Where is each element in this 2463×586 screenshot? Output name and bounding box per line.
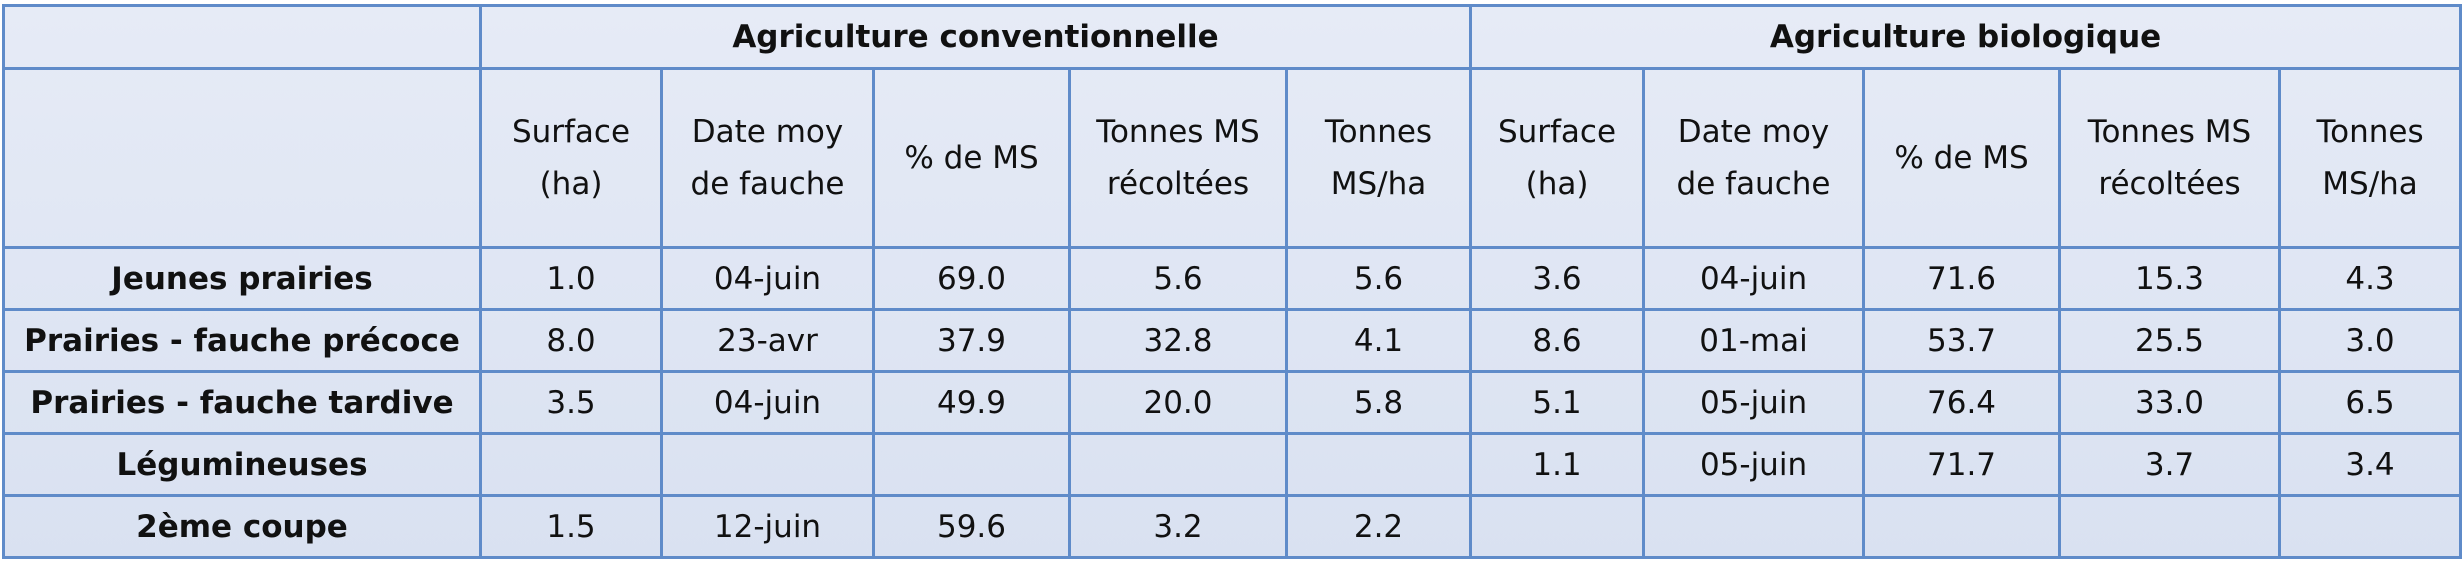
cell: 71.7 — [1862, 432, 2062, 497]
header-line: Date moy — [691, 114, 844, 150]
column-header: Tonnes MS récoltées — [1068, 67, 1288, 249]
data-row: Légumineuses 1.1 05-juin 71.7 3.7 3.4 — [2, 432, 2463, 497]
data-row: Prairies - fauche tardive 3.5 04-juin 49.9 2… — [2, 370, 2463, 435]
cell: 3.7 — [2058, 432, 2282, 497]
header-line: Date moy — [1677, 114, 1830, 150]
column-header: Date moy de fauche — [1642, 67, 1866, 249]
column-header: Surface (ha) — [479, 67, 663, 249]
cell: 76.4 — [1862, 370, 2062, 435]
header-line: MS/ha — [2322, 166, 2418, 202]
header-line: Tonnes MS — [2087, 114, 2252, 150]
row-label: Légumineuses — [2, 432, 482, 497]
cell: 04-juin — [1642, 246, 1866, 311]
cell: 1.5 — [479, 494, 663, 559]
cell: 23-avr — [660, 308, 875, 373]
cell: 5.1 — [1469, 370, 1646, 435]
empty-cell — [1068, 432, 1288, 497]
column-header-row: Surface (ha) Date moy de fauche % de MS Tonne… — [2, 67, 2463, 249]
header-line: récoltées — [2098, 166, 2241, 202]
cell: 01-mai — [1642, 308, 1866, 373]
row-label: Prairies - fauche précoce — [2, 308, 482, 373]
cell: 2.2 — [1284, 494, 1473, 559]
cell: 69.0 — [872, 246, 1071, 311]
column-header: Tonnes MS récoltées — [2058, 67, 2282, 249]
cell: 3.5 — [479, 370, 663, 435]
data-row: Prairies - fauche précoce 8.0 23-avr 37.9 32… — [2, 308, 2463, 373]
header-line: de fauche — [690, 166, 845, 202]
cell: 15.3 — [2058, 246, 2282, 311]
cell: 3.2 — [1068, 494, 1288, 559]
page: Agriculture conventionnelle Agriculture b… — [0, 4, 2463, 586]
cell: 37.9 — [872, 308, 1071, 373]
cell: 20.0 — [1068, 370, 1288, 435]
cell: 8.6 — [1469, 308, 1646, 373]
cell: 6.5 — [2278, 370, 2463, 435]
header-line: (ha) — [1525, 166, 1589, 202]
header-line: % de MS — [904, 140, 1039, 176]
data-row: 2ème coupe 1.5 12-juin 59.6 3.2 2.2 — [2, 494, 2463, 559]
empty-cell — [872, 432, 1071, 497]
empty-cell — [2278, 494, 2463, 559]
cell: 32.8 — [1068, 308, 1288, 373]
header-line: Surface — [1497, 114, 1617, 150]
cell: 04-juin — [660, 370, 875, 435]
cell: 04-juin — [660, 246, 875, 311]
column-header: Tonnes MS/ha — [2278, 67, 2463, 249]
data-row: Jeunes prairies 1.0 04-juin 69.0 5.6 5.6 3.6 04… — [2, 246, 2463, 311]
cell: 1.0 — [479, 246, 663, 311]
column-header: Tonnes MS/ha — [1284, 67, 1473, 249]
corner-cell — [2, 67, 482, 249]
column-header: Date moy de fauche — [660, 67, 875, 249]
corner-cell — [2, 4, 482, 70]
cell: 5.6 — [1284, 246, 1473, 311]
cell: 5.8 — [1284, 370, 1473, 435]
cell: 3.0 — [2278, 308, 2463, 373]
cell: 4.3 — [2278, 246, 2463, 311]
cell: 33.0 — [2058, 370, 2282, 435]
empty-cell — [1284, 432, 1473, 497]
cell: 05-juin — [1642, 432, 1866, 497]
cell: 53.7 — [1862, 308, 2062, 373]
header-line: Tonnes — [1324, 114, 1433, 150]
cell: 71.6 — [1862, 246, 2062, 311]
group-header: Agriculture biologique — [1469, 4, 2463, 70]
cell: 4.1 — [1284, 308, 1473, 373]
cell: 3.4 — [2278, 432, 2463, 497]
header-line: de fauche — [1676, 166, 1831, 202]
column-header: Surface (ha) — [1469, 67, 1646, 249]
empty-cell — [1862, 494, 2062, 559]
empty-cell — [2058, 494, 2282, 559]
column-header: % de MS — [872, 67, 1071, 249]
cell: 5.6 — [1068, 246, 1288, 311]
cell: 05-juin — [1642, 370, 1866, 435]
empty-cell — [1469, 494, 1646, 559]
row-label: Prairies - fauche tardive — [2, 370, 482, 435]
row-label: 2ème coupe — [2, 494, 482, 559]
header-line: % de MS — [1894, 140, 2029, 176]
header-line: récoltées — [1106, 166, 1250, 202]
cell: 8.0 — [479, 308, 663, 373]
column-header: % de MS — [1862, 67, 2062, 249]
empty-cell — [1642, 494, 1866, 559]
header-line: Tonnes MS — [1096, 114, 1260, 150]
header-row: Agriculture conventionnelle Agriculture b… — [2, 4, 2463, 70]
row-label: Jeunes prairies — [2, 246, 482, 311]
header-line: (ha) — [539, 166, 603, 202]
header-line: Surface — [511, 114, 631, 150]
cell: 49.9 — [872, 370, 1071, 435]
header-line: Tonnes — [2316, 114, 2424, 150]
header-line: MS/ha — [1330, 166, 1427, 202]
cell: 59.6 — [872, 494, 1071, 559]
cell: 25.5 — [2058, 308, 2282, 373]
cell: 12-juin — [660, 494, 875, 559]
empty-cell — [479, 432, 663, 497]
group-header: Agriculture conventionnelle — [478, 4, 1473, 70]
cell: 3.6 — [1469, 246, 1646, 311]
cell: 1.1 — [1469, 432, 1646, 497]
data-table: Agriculture conventionnelle Agriculture b… — [2, 4, 2463, 559]
empty-cell — [660, 432, 875, 497]
